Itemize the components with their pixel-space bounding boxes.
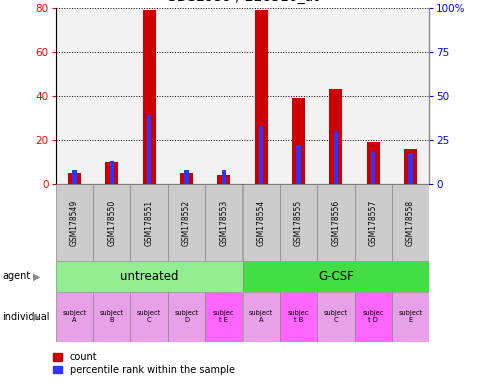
- Bar: [366, 142, 379, 184]
- Bar: [68, 173, 81, 184]
- Bar: [217, 175, 230, 184]
- Text: subject
A: subject A: [62, 310, 86, 323]
- Text: subjec
t D: subjec t D: [362, 310, 383, 323]
- Bar: [56, 261, 242, 292]
- Bar: [403, 149, 416, 184]
- Text: subject
C: subject C: [323, 310, 347, 323]
- Text: subject
C: subject C: [137, 310, 161, 323]
- Text: subject
E: subject E: [398, 310, 422, 323]
- Text: GSM178553: GSM178553: [219, 200, 228, 246]
- Bar: [221, 170, 226, 184]
- Text: subject
D: subject D: [174, 310, 198, 323]
- Bar: [354, 292, 391, 342]
- Bar: [370, 151, 375, 184]
- Bar: [408, 152, 412, 184]
- Bar: [391, 292, 428, 342]
- Bar: [279, 184, 317, 261]
- Bar: [329, 89, 342, 184]
- Bar: [354, 184, 391, 261]
- Bar: [184, 170, 188, 184]
- Bar: [72, 170, 76, 184]
- Text: agent: agent: [2, 271, 30, 281]
- Text: subjec
t B: subjec t B: [287, 310, 309, 323]
- Text: GSM178555: GSM178555: [293, 200, 302, 246]
- Text: GSM178554: GSM178554: [256, 200, 265, 246]
- Text: G-CSF: G-CSF: [318, 270, 353, 283]
- Title: GDS2959 / 228310_at: GDS2959 / 228310_at: [166, 0, 318, 4]
- Bar: [296, 146, 300, 184]
- Bar: [242, 292, 279, 342]
- Bar: [105, 162, 118, 184]
- Bar: [93, 184, 130, 261]
- Bar: [130, 292, 167, 342]
- Bar: [205, 184, 242, 261]
- Bar: [317, 184, 354, 261]
- Bar: [109, 161, 114, 184]
- Bar: [291, 98, 304, 184]
- Bar: [205, 292, 242, 342]
- Bar: [242, 184, 279, 261]
- Legend: count, percentile rank within the sample: count, percentile rank within the sample: [53, 353, 234, 375]
- Text: untreated: untreated: [120, 270, 178, 283]
- Text: GSM178549: GSM178549: [70, 200, 79, 246]
- Bar: [56, 292, 93, 342]
- Bar: [254, 10, 267, 184]
- Text: GSM178552: GSM178552: [182, 200, 191, 246]
- Text: subjec
t E: subjec t E: [212, 310, 234, 323]
- Text: ▶: ▶: [33, 312, 40, 322]
- Bar: [242, 261, 428, 292]
- Bar: [180, 173, 193, 184]
- Text: GSM178558: GSM178558: [405, 200, 414, 246]
- Text: subject
B: subject B: [100, 310, 123, 323]
- Bar: [147, 116, 151, 184]
- Bar: [258, 126, 263, 184]
- Bar: [167, 292, 205, 342]
- Bar: [56, 184, 93, 261]
- Bar: [167, 184, 205, 261]
- Bar: [130, 184, 167, 261]
- Text: GSM178557: GSM178557: [368, 200, 377, 246]
- Bar: [333, 131, 337, 184]
- Bar: [93, 292, 130, 342]
- Bar: [317, 292, 354, 342]
- Text: ▶: ▶: [33, 271, 40, 281]
- Bar: [391, 184, 428, 261]
- Text: GSM178556: GSM178556: [331, 200, 340, 246]
- Text: GSM178551: GSM178551: [144, 200, 153, 246]
- Text: individual: individual: [2, 312, 50, 322]
- Bar: [142, 10, 155, 184]
- Text: GSM178550: GSM178550: [107, 200, 116, 246]
- Text: subject
A: subject A: [249, 310, 272, 323]
- Bar: [279, 292, 317, 342]
